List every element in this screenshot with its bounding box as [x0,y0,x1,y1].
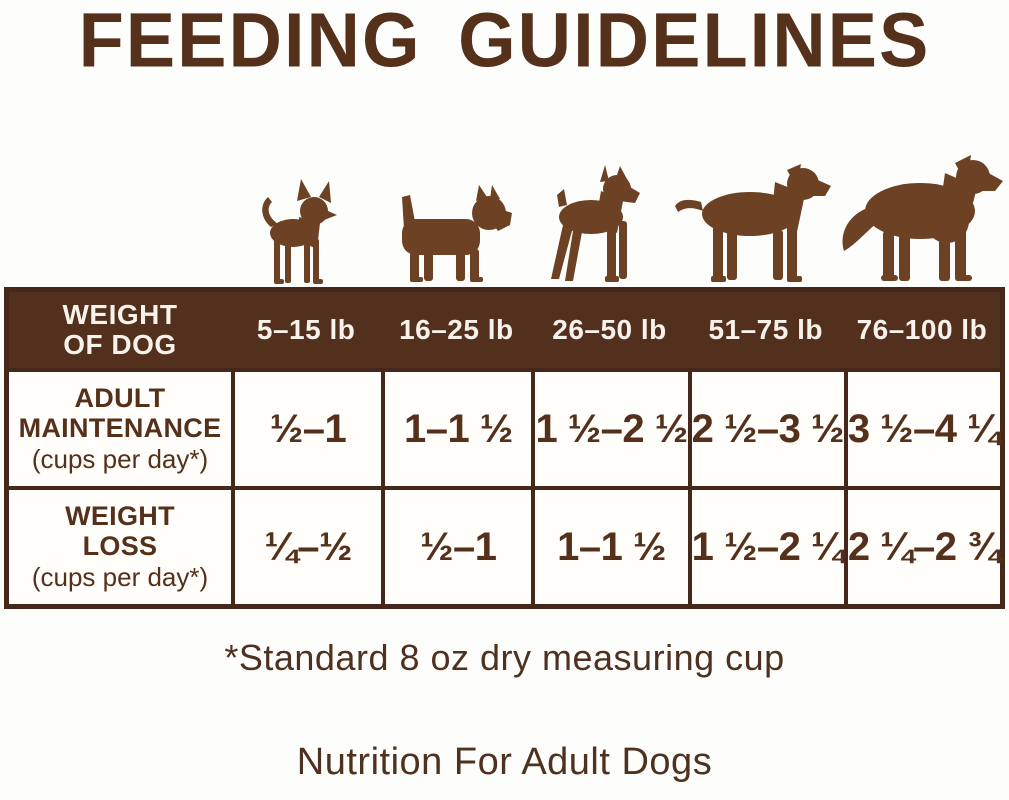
weight-range-header-3: 26–50 lb [531,292,688,368]
row-label-weight-loss: WEIGHT LOSS (cups per day*) [9,486,231,604]
maintenance-value-51-75: 2 ½–3 ½ [687,368,844,486]
row-label-adult-maintenance: ADULT MAINTENANCE (cups per day*) [9,368,231,486]
dog-size-row [227,148,1005,287]
row-title-line1: WEIGHT [65,500,175,531]
row-subtitle: (cups per day*) [31,561,209,592]
weight-range-header-1: 5–15 lb [231,292,382,368]
weight-loss-value-51-75: 1 ½–2 ¼ [687,486,844,604]
weight-loss-value-5-15: ¼–½ [231,486,382,604]
measuring-cup-footnote: *Standard 8 oz dry measuring cup [224,637,785,678]
weight-of-dog-line1: WEIGHT [62,298,178,330]
weight-range-header-4: 51–75 lb [687,292,844,368]
dog-slot-medium [526,148,675,287]
dog-slot-small-medium [376,148,525,287]
dog-slot-large [674,148,835,287]
maintenance-value-76-100: 3 ½–4 ¼ [843,368,1001,486]
row-title-line2: MAINTENANCE [18,412,222,443]
weight-of-dog-header: WEIGHT OF DOG [9,292,231,368]
dog-rottweiler-icon [674,164,831,282]
nutrition-tagline: Nutrition For Adult Dogs [296,741,713,783]
weight-of-dog-line2: OF DOG [63,329,177,360]
weight-range-header-5: 76–100 lb [843,292,1000,368]
dog-slot-extra-large [835,148,1005,287]
page-title: FEEDING GUIDELINES [78,0,931,84]
maintenance-value-16-25: 1–1 ½ [381,368,532,486]
maintenance-value-5-15: ½–1 [231,368,382,486]
dog-terrier-icon [401,185,512,282]
weight-range-header-2: 16–25 lb [381,292,532,368]
maintenance-value-26-50: 1 ½–2 ½ [531,368,688,486]
dog-slot-small [227,148,376,287]
dog-bernese-icon [842,155,1003,281]
row-title-line2: LOSS [82,530,158,561]
weight-loss-value-16-25: ½–1 [381,486,532,604]
weight-loss-value-26-50: 1–1 ½ [531,486,688,604]
row-subtitle: (cups per day*) [31,443,209,474]
dog-boxer-icon [550,165,640,282]
dog-chihuahua-icon [261,179,337,284]
row-title-line1: ADULT [74,382,166,413]
weight-loss-value-76-100: 2 ¼–2 ¾ [843,486,1001,604]
feeding-table: WEIGHT OF DOG 5–15 lb 16–25 lb 26–50 lb … [4,287,1005,609]
